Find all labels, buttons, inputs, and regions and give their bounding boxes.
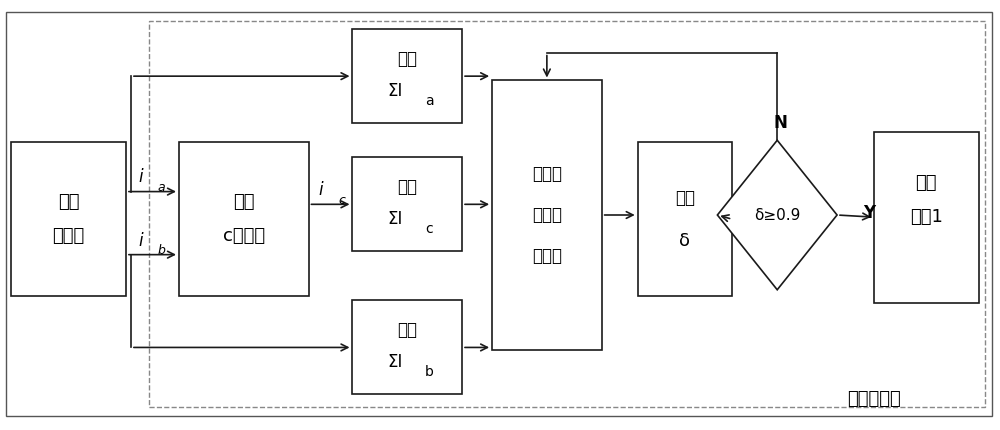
Bar [874,132,979,303]
Bar [352,29,462,123]
Text: c: c [338,194,345,206]
Text: 最小值: 最小值 [532,246,562,264]
Text: b: b [158,244,166,257]
Text: b: b [425,365,434,379]
Polygon shape [717,140,837,290]
Text: 标志: 标志 [916,174,937,192]
Text: ΣI: ΣI [388,82,403,100]
Text: a: a [158,181,166,194]
Text: 计算: 计算 [397,50,417,68]
Bar [11,142,126,296]
Bar [352,157,462,251]
Text: ΣI: ΣI [388,353,403,372]
Text: i: i [319,181,323,199]
Text: δ≥0.9: δ≥0.9 [754,208,800,222]
Bar [492,80,602,350]
Text: c相电流: c相电流 [223,227,265,246]
Text: 处理器模块: 处理器模块 [847,390,901,408]
Text: 位置1: 位置1 [910,208,943,226]
Text: Y: Y [863,204,875,222]
Text: 传感器: 传感器 [53,227,85,246]
Text: a: a [425,94,434,108]
Text: 求取最: 求取最 [532,166,562,184]
Text: i: i [138,231,143,249]
Text: 计算: 计算 [397,178,417,196]
Text: ΣI: ΣI [388,210,403,228]
Text: 计算: 计算 [397,321,417,339]
Text: δ: δ [679,232,690,250]
Text: N: N [773,114,787,132]
Bar [352,301,462,394]
Text: 计算: 计算 [233,193,254,211]
Text: i: i [138,169,143,187]
Text: 大值与: 大值与 [532,206,562,224]
Text: 电流: 电流 [58,193,79,211]
Bar [179,142,309,296]
Text: c: c [425,222,433,236]
Bar [149,21,985,407]
Bar [638,142,732,296]
Text: 计算: 计算 [675,189,695,207]
